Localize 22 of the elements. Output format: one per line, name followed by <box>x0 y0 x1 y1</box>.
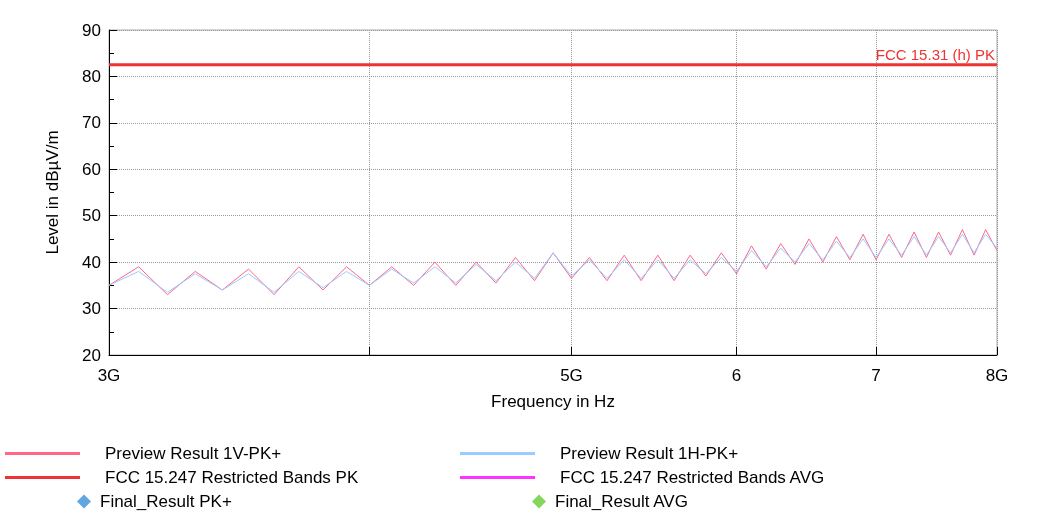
y-tick-label: 60 <box>82 159 101 179</box>
legend-label: Final_Result AVG <box>555 492 688 511</box>
y-tick-label: 20 <box>82 345 101 365</box>
y-tick-label: 50 <box>82 206 101 226</box>
x-tick-label: 7 <box>871 366 881 385</box>
x-tick-label: 8G <box>985 366 1009 385</box>
annotation: FCC 15.31 (h) PK <box>875 45 995 63</box>
legend-label: FCC 15.247 Restricted Bands PK <box>105 468 359 487</box>
legend-label: Preview Result 1V-PK+ <box>105 444 282 463</box>
legend-label: FCC 15.247 Restricted Bands AVG <box>560 468 825 487</box>
y-tick-label: 90 <box>82 20 101 40</box>
y-tick-label: 70 <box>82 113 101 133</box>
y-tick-label: 40 <box>82 252 101 272</box>
legend-label: Preview Result 1H-PK+ <box>560 444 739 463</box>
x-tick-label: 3G <box>97 366 121 385</box>
x-tick-label: 5G <box>560 366 583 385</box>
x-tick-label: 6 <box>731 366 742 385</box>
legend-label: Final_Result PK+ <box>100 492 232 511</box>
y-axis-title: Level in dBµV/m <box>43 130 62 255</box>
y-tick-label: 30 <box>82 299 101 319</box>
y-tick-label: 80 <box>82 66 101 86</box>
x-axis-title: Frequency in Hz <box>491 392 615 411</box>
